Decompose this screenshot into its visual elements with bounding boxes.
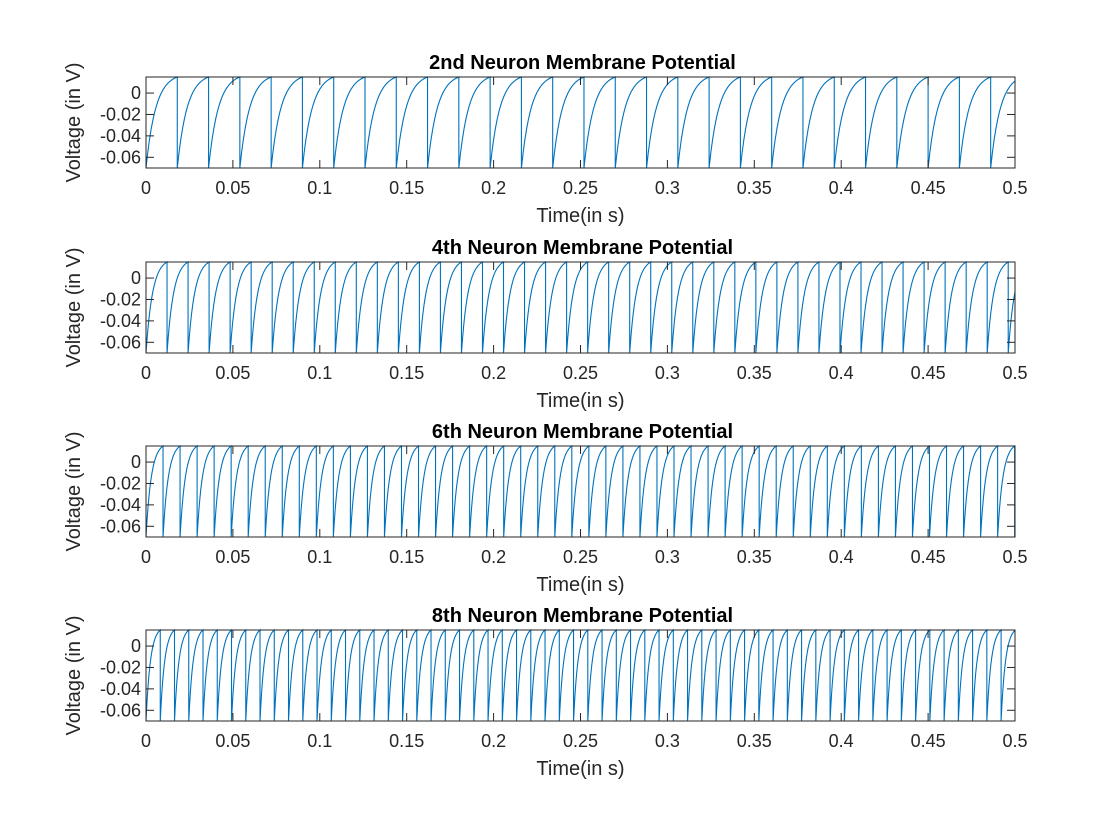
panel-3-title: 6th Neuron Membrane Potential <box>432 421 733 443</box>
panel-4-ytick-label: -0.06 <box>100 700 141 720</box>
panel-4-xtick-label: 0.3 <box>655 731 680 751</box>
panel-2-xtick-label: 0 <box>141 363 151 383</box>
panel-1-xtick-label: 0.25 <box>563 178 598 198</box>
panel-4-xlabel: Time(in s) <box>536 758 624 780</box>
panel-1-xtick-label: 0.05 <box>215 178 250 198</box>
panel-3-xtick-label: 0.3 <box>655 547 680 567</box>
panel-4-title: 8th Neuron Membrane Potential <box>432 605 733 627</box>
panel-2-xtick-label: 0.4 <box>829 363 854 383</box>
panel-4-xtick-label: 0.5 <box>1002 731 1027 751</box>
panel-3-xtick-label: 0.05 <box>215 547 250 567</box>
panel-1-xlabel: Time(in s) <box>536 205 624 227</box>
panel-3-ytick-label: -0.06 <box>100 516 141 536</box>
panel-3-xtick-label: 0.35 <box>737 547 772 567</box>
panel-4-xtick-label: 0.2 <box>481 731 506 751</box>
panel-4-xtick-label: 0.1 <box>307 731 332 751</box>
panel-1-xtick-label: 0 <box>141 178 151 198</box>
panel-4-xtick-label: 0.45 <box>911 731 946 751</box>
panel-3-xtick-label: 0.4 <box>829 547 854 567</box>
panel-2-xtick-label: 0.1 <box>307 363 332 383</box>
panel-3-xlabel: Time(in s) <box>536 574 624 596</box>
panel-3-ytick-label: -0.02 <box>100 473 141 493</box>
panel-4-ytick-label: -0.04 <box>100 679 141 699</box>
panel-1-ytick-label: -0.02 <box>100 104 141 124</box>
panel-2-xtick-label: 0.45 <box>911 363 946 383</box>
panel-3-xtick-label: 0 <box>141 547 151 567</box>
panel-3-ytick-label: -0.04 <box>100 495 141 515</box>
panel-2-xtick-label: 0.15 <box>389 363 424 383</box>
panel-2-ytick-label: -0.02 <box>100 289 141 309</box>
panel-1-ytick-label: 0 <box>131 83 141 103</box>
panel-3-xtick-label: 0.1 <box>307 547 332 567</box>
panel-2-series-1-line <box>145 260 1016 354</box>
panel-4-xtick-label: 0.35 <box>737 731 772 751</box>
panel-1-title: 2nd Neuron Membrane Potential <box>429 52 736 74</box>
panel-4-xtick-label: 0 <box>141 731 151 751</box>
panel-4-ylabel: Voltage (in V) <box>63 615 85 735</box>
panel-1-ylabel: Voltage (in V) <box>63 62 85 182</box>
panel-4-ytick-label: 0 <box>131 636 141 656</box>
panel-2-xtick-label: 0.25 <box>563 363 598 383</box>
panel-1-axes-background <box>146 77 1015 168</box>
panel-4-series-1-line <box>145 628 1016 722</box>
panel-2-ytick-label: -0.06 <box>100 332 141 352</box>
panel-2-xlabel: Time(in s) <box>536 390 624 412</box>
panel-4-ytick-label: -0.02 <box>100 657 141 677</box>
panel-3-xtick-label: 0.25 <box>563 547 598 567</box>
panel-4-xtick-label: 0.15 <box>389 731 424 751</box>
panel-4-axes-background <box>146 630 1015 721</box>
panel-1-xtick-label: 0.3 <box>655 178 680 198</box>
panel-4-xtick-label: 0.4 <box>829 731 854 751</box>
panel-4-xtick-label: 0.25 <box>563 731 598 751</box>
panel-1-xtick-label: 0.45 <box>911 178 946 198</box>
panel-1-ytick-label: -0.06 <box>100 147 141 167</box>
panel-2-xtick-label: 0.3 <box>655 363 680 383</box>
panel-2-axes-background <box>146 262 1015 353</box>
panel-1-xtick-label: 0.2 <box>481 178 506 198</box>
panel-1-xtick-label: 0.15 <box>389 178 424 198</box>
panel-3-xtick-label: 0.2 <box>481 547 506 567</box>
panel-1-xtick-label: 0.1 <box>307 178 332 198</box>
panel-2-ylabel: Voltage (in V) <box>63 247 85 367</box>
panel-3-xtick-label: 0.5 <box>1002 547 1027 567</box>
panel-2-xtick-label: 0.2 <box>481 363 506 383</box>
panel-1-xtick-label: 0.35 <box>737 178 772 198</box>
panel-1-xtick-label: 0.5 <box>1002 178 1027 198</box>
panel-2-ytick-label: 0 <box>131 268 141 288</box>
panel-3-xtick-label: 0.45 <box>911 547 946 567</box>
panel-2-title: 4th Neuron Membrane Potential <box>432 237 733 259</box>
panel-3-xtick-label: 0.15 <box>389 547 424 567</box>
panel-2-xtick-label: 0.35 <box>737 363 772 383</box>
panel-1-series-1-line <box>145 76 1016 169</box>
panel-1-ytick-label: -0.04 <box>100 126 141 146</box>
panel-2-xtick-label: 0.05 <box>215 363 250 383</box>
panel-3-ylabel: Voltage (in V) <box>63 431 85 551</box>
panel-2-ytick-label: -0.04 <box>100 311 141 331</box>
panel-3-series-1-line <box>145 444 1016 538</box>
panel-4-xtick-label: 0.05 <box>215 731 250 751</box>
panel-2-xtick-label: 0.5 <box>1002 363 1027 383</box>
panel-3-ytick-label: 0 <box>131 452 141 472</box>
panel-1-xtick-label: 0.4 <box>829 178 854 198</box>
